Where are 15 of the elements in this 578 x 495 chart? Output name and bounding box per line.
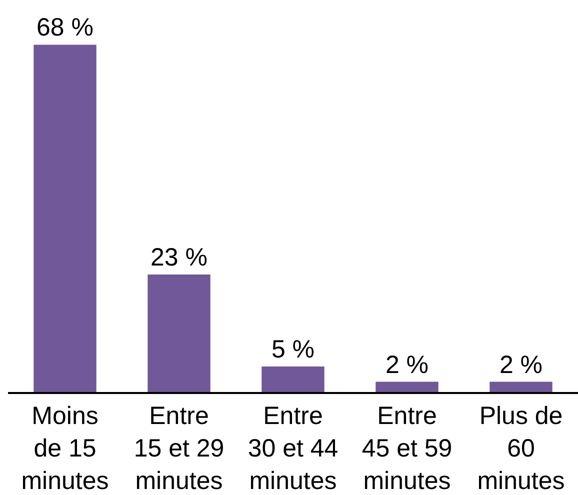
bar — [262, 366, 324, 392]
bar — [490, 382, 552, 392]
x-tick-label: Plus de 60 minutes — [477, 402, 565, 495]
x-tick-label: Entre 45 et 59 minutes — [362, 402, 452, 495]
data-label: 5 % — [271, 335, 315, 364]
data-label: 23 % — [150, 244, 208, 272]
x-tick-label: Entre 15 et 29 minutes — [134, 402, 224, 495]
bar — [34, 44, 96, 392]
bar — [376, 382, 438, 392]
data-label: 68 % — [36, 14, 94, 42]
x-tick-label: Moins de 15 minutes — [21, 402, 109, 495]
data-label: 2 % — [385, 350, 429, 379]
bar — [148, 274, 210, 392]
x-tick-label: Entre 30 et 44 minutes — [248, 402, 338, 495]
data-label: 2 % — [499, 350, 543, 379]
